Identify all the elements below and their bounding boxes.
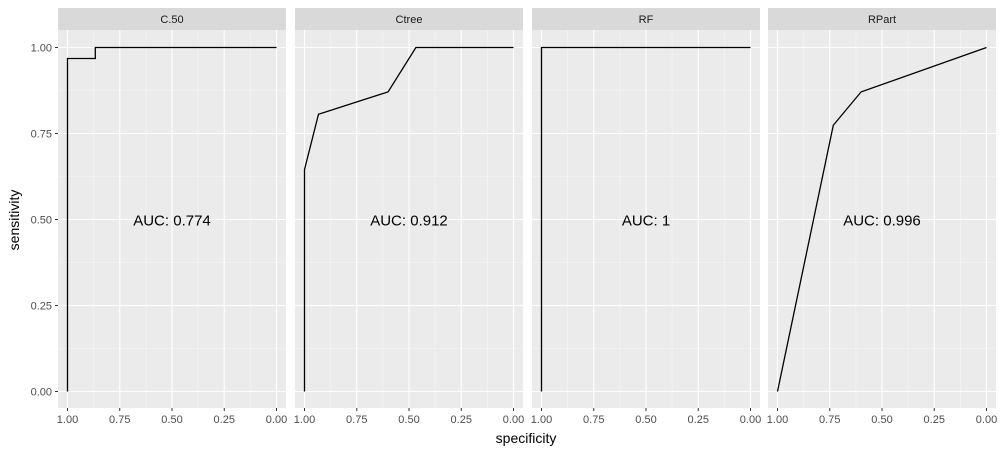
x-tick-label: 1.00: [531, 414, 552, 426]
x-axes: 1.00 0.75 0.50 0.25 0.00 1.00 0.75 0.50 0.25 0.00…: [57, 408, 997, 426]
x-tick-label: 0.75: [819, 414, 840, 426]
facet-panel-rpart: RPart AUC: 0.996: [768, 8, 996, 408]
facet-strip: [532, 8, 760, 30]
roc-curve: [66, 46, 277, 392]
x-tick-label: 0.50: [871, 414, 892, 426]
y-tick-label: 0.75: [31, 129, 52, 141]
x-tick-label: 0.00: [976, 414, 997, 426]
facet-strip: [58, 8, 286, 30]
x-tick-label: 1.00: [767, 414, 788, 426]
roc-curve: [303, 46, 514, 392]
facet-strip: [295, 8, 523, 30]
x-tick-label: 0.25: [924, 414, 945, 426]
facet-strip: [768, 8, 996, 30]
x-tick-label: 0.50: [635, 414, 656, 426]
auc-annotation: AUC: 0.774: [133, 213, 211, 230]
y-axis-title: sensitivity: [6, 190, 22, 251]
x-tick-label: 0.25: [688, 414, 709, 426]
y-tick-label: 0.50: [31, 215, 52, 227]
facet-strip-label: C.50: [160, 14, 183, 26]
facet-panel-ctree: Ctree AUC: 0.912: [295, 8, 523, 408]
facet-strip-label: Ctree: [396, 14, 423, 26]
x-tick-label: 0.25: [214, 414, 235, 426]
auc-annotation: AUC: 1: [622, 213, 670, 230]
x-tick-label: 0.50: [398, 414, 419, 426]
x-axis-title: specificity: [496, 430, 557, 446]
y-tick-label: 0.25: [31, 301, 52, 313]
y-axis: 0.00 0.25 0.50 0.75 1.00: [31, 43, 58, 399]
x-tick-label: 0.25: [451, 414, 472, 426]
x-tick-label: 0.00: [740, 414, 761, 426]
facet-strip-label: RPart: [868, 14, 896, 26]
roc-curve: [540, 46, 751, 392]
y-tick-label: 0.00: [31, 387, 52, 399]
x-tick-label: 0.75: [109, 414, 130, 426]
x-tick-label: 0.50: [161, 414, 182, 426]
x-tick-label: 0.00: [266, 414, 287, 426]
facet-panel-rf: RF AUC: 1: [532, 8, 760, 408]
facet-panels: C.50 AUC: 0.774 Ctree AUC: 0.912 RF AUC: 1 RPa…: [58, 8, 996, 408]
x-tick-label: 1.00: [294, 414, 315, 426]
x-tick-label: 0.00: [503, 414, 524, 426]
x-tick-label: 0.75: [583, 414, 604, 426]
facet-strip-label: RF: [639, 14, 654, 26]
roc-curve: [776, 46, 987, 392]
auc-annotation: AUC: 0.996: [843, 213, 921, 230]
x-tick-label: 1.00: [57, 414, 78, 426]
facet-panel-c-50: C.50 AUC: 0.774: [58, 8, 286, 408]
x-tick-label: 0.75: [346, 414, 367, 426]
y-tick-label: 1.00: [31, 43, 52, 55]
auc-annotation: AUC: 0.912: [370, 213, 448, 230]
